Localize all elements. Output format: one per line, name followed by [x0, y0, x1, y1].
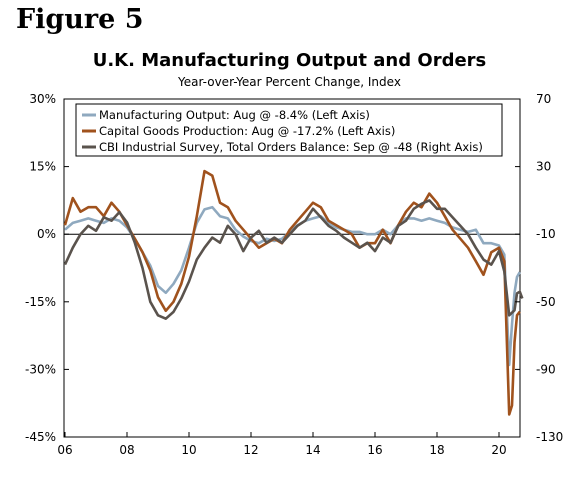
left-tick-label: 15%: [29, 160, 56, 174]
x-tick-label: 20: [491, 443, 506, 457]
series-line-2: [63, 169, 521, 416]
legend-label-2: Capital Goods Production: Aug @ -17.2% (…: [99, 124, 395, 138]
figure-label: Figure 5: [16, 4, 144, 35]
right-tick-label: 70: [536, 92, 551, 106]
left-tick-label: -30%: [25, 362, 56, 376]
x-tick-label: 12: [243, 443, 258, 457]
right-tick-label: -130: [536, 430, 563, 444]
x-tick-label: 06: [57, 443, 72, 457]
chart-title: U.K. Manufacturing Output and Orders: [92, 50, 487, 71]
left-tick-label: 30%: [29, 92, 56, 106]
right-tick-label: -10: [536, 227, 556, 241]
left-tick-label: 0%: [37, 227, 56, 241]
legend-label-1: Manufacturing Output: Aug @ -8.4% (Left …: [99, 108, 370, 122]
left-tick-label: -15%: [25, 295, 56, 309]
x-tick-label: 18: [429, 443, 444, 457]
chart-subtitle: Year-over-Year Percent Change, Index: [178, 75, 401, 89]
right-tick-label: -90: [536, 362, 556, 376]
series-line-3: [63, 199, 524, 321]
right-tick-label: 30: [536, 160, 551, 174]
x-tick-label: 16: [367, 443, 382, 457]
x-tick-label: 14: [305, 443, 320, 457]
right-tick-label: -50: [536, 295, 556, 309]
legend-box: [75, 103, 503, 157]
x-tick-label: 10: [181, 443, 196, 457]
legend-label-3: CBI Industrial Survey, Total Orders Bala…: [99, 140, 483, 154]
x-tick-label: 08: [119, 443, 134, 457]
left-tick-label: -45%: [25, 430, 56, 444]
